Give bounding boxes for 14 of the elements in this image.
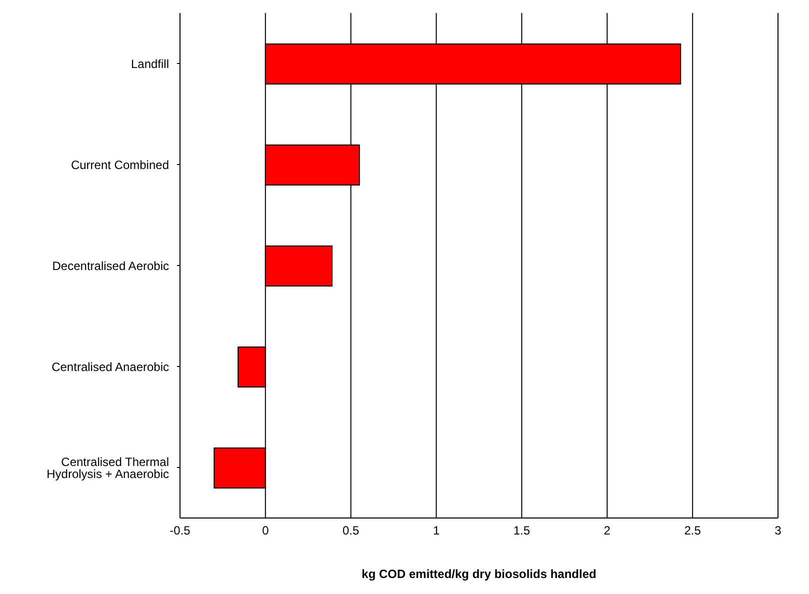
y-tick-label: Landfill (130, 56, 169, 71)
x-axis-title: kg COD emitted/kg dry biosolids handled (362, 567, 596, 581)
x-tick-label: 0.5 (342, 524, 360, 538)
y-tick-label: Centralised Thermal Hydrolysis + Anaerobic (46, 454, 169, 481)
x-tick-label: 1.5 (513, 524, 530, 538)
x-tick-label: 3 (774, 524, 782, 538)
x-tick-label: 0 (262, 524, 270, 538)
x-tick-label: 1 (432, 524, 440, 538)
y-tick-label: Current Combined (70, 158, 169, 172)
y-tick-label: Centralised Anaerobic (52, 360, 169, 374)
x-tick-label: 2.5 (684, 524, 702, 538)
x-tick-label: 2 (604, 524, 611, 538)
x-tick-label: -0.5 (170, 524, 191, 538)
y-tick-label: Decentralised Aerobic (52, 258, 169, 273)
